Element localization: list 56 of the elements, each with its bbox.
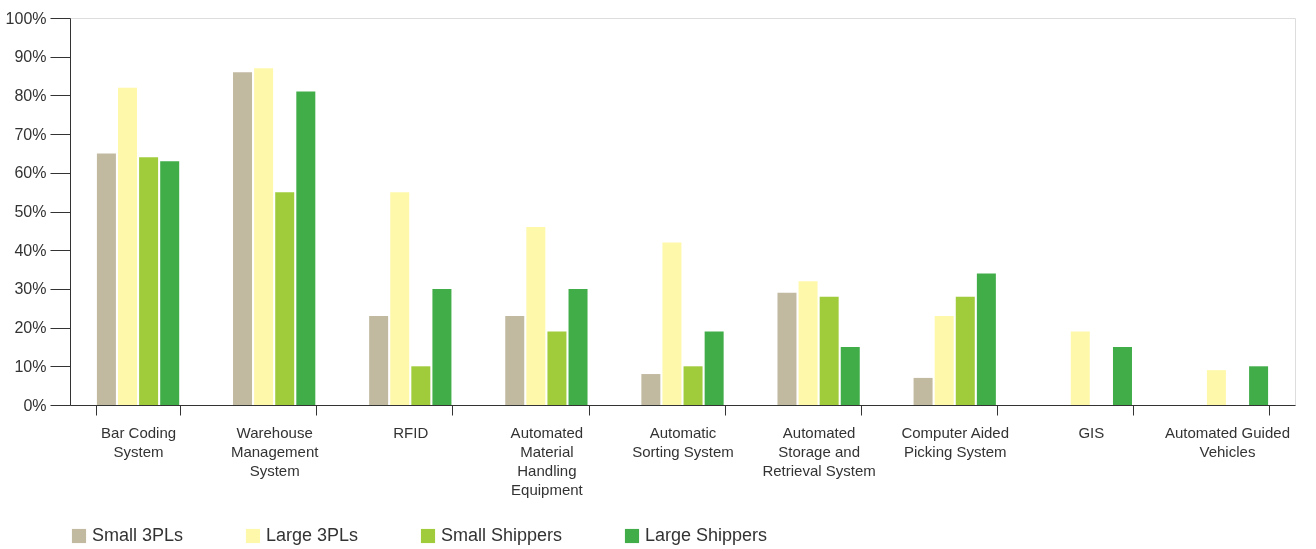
- bar: [1070, 331, 1090, 405]
- bar: [976, 273, 996, 405]
- bar: [254, 68, 274, 405]
- bar: [934, 315, 954, 405]
- bar: [160, 161, 180, 405]
- bar: [1206, 370, 1226, 405]
- y-tick-label: 100%: [5, 9, 47, 27]
- y-tick-label: 0%: [23, 396, 47, 414]
- x-tick-label: Automated Guided Vehicles: [1164, 423, 1290, 460]
- x-tick-label: RFID: [393, 423, 429, 441]
- y-tick-label: 90%: [14, 48, 47, 66]
- x-tick-label: Bar Coding System: [101, 423, 177, 460]
- bar: [139, 157, 159, 405]
- bar: [704, 331, 724, 405]
- x-tick-label: Automated Material Handling Equipment: [510, 423, 584, 498]
- legend-label: Large 3PLs: [266, 525, 359, 545]
- bar: [683, 366, 703, 405]
- bar: [233, 72, 253, 405]
- bar: [840, 346, 860, 405]
- bar: [526, 226, 546, 405]
- y-tick-label: 60%: [14, 164, 47, 182]
- bar: [819, 296, 839, 405]
- y-tick-label: 10%: [14, 357, 47, 375]
- y-tick-label: 80%: [14, 86, 47, 104]
- y-tick-label: 40%: [14, 241, 47, 259]
- bar: [641, 374, 661, 405]
- bar: [777, 292, 797, 405]
- bar: [118, 87, 138, 405]
- bar: [411, 366, 431, 405]
- bar: [369, 315, 389, 405]
- y-tick-label: 30%: [14, 280, 47, 298]
- x-tick-label: Computer Aided Picking System: [901, 423, 1010, 460]
- bar: [1112, 346, 1132, 405]
- bar: [568, 288, 588, 405]
- legend-label: Small 3PLs: [92, 525, 184, 545]
- bar: [955, 296, 975, 405]
- legend-label: Large Shippers: [645, 525, 768, 545]
- bar: [547, 331, 567, 405]
- bar: [96, 153, 116, 405]
- bar: [662, 242, 682, 405]
- x-tick-label: Warehouse Management System: [230, 423, 320, 479]
- bar: [432, 288, 452, 405]
- legend-label: Small Shippers: [441, 525, 563, 545]
- bar: [275, 192, 295, 405]
- bar: [913, 377, 933, 405]
- bar: [296, 91, 316, 405]
- x-tick-label: GIS: [1078, 423, 1105, 441]
- bar: [798, 281, 818, 405]
- x-tick-label: Automated Storage and Retrieval System: [762, 423, 876, 479]
- bar: [1249, 366, 1269, 405]
- y-tick-label: 70%: [14, 125, 47, 143]
- x-tick-label: Automatic Sorting System: [632, 423, 734, 460]
- y-tick-label: 20%: [14, 319, 47, 337]
- y-tick-label: 50%: [14, 203, 47, 220]
- bar: [505, 315, 525, 405]
- bar: [390, 192, 410, 405]
